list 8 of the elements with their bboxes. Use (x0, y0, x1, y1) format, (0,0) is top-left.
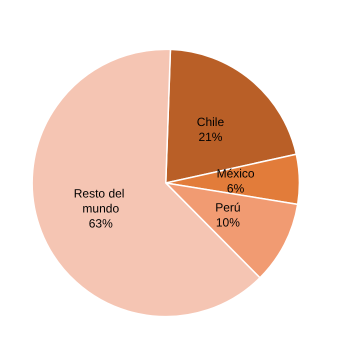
data-label: 10% (216, 215, 240, 230)
slice-label: México (216, 166, 255, 181)
data-label: 63% (88, 216, 114, 230)
data-label: 6% (226, 182, 245, 196)
slice-label: Chile (196, 114, 224, 129)
data-label: 21% (198, 130, 223, 144)
slice-label: Resto del mundo (74, 186, 128, 216)
slice-label: Perú (215, 200, 241, 214)
